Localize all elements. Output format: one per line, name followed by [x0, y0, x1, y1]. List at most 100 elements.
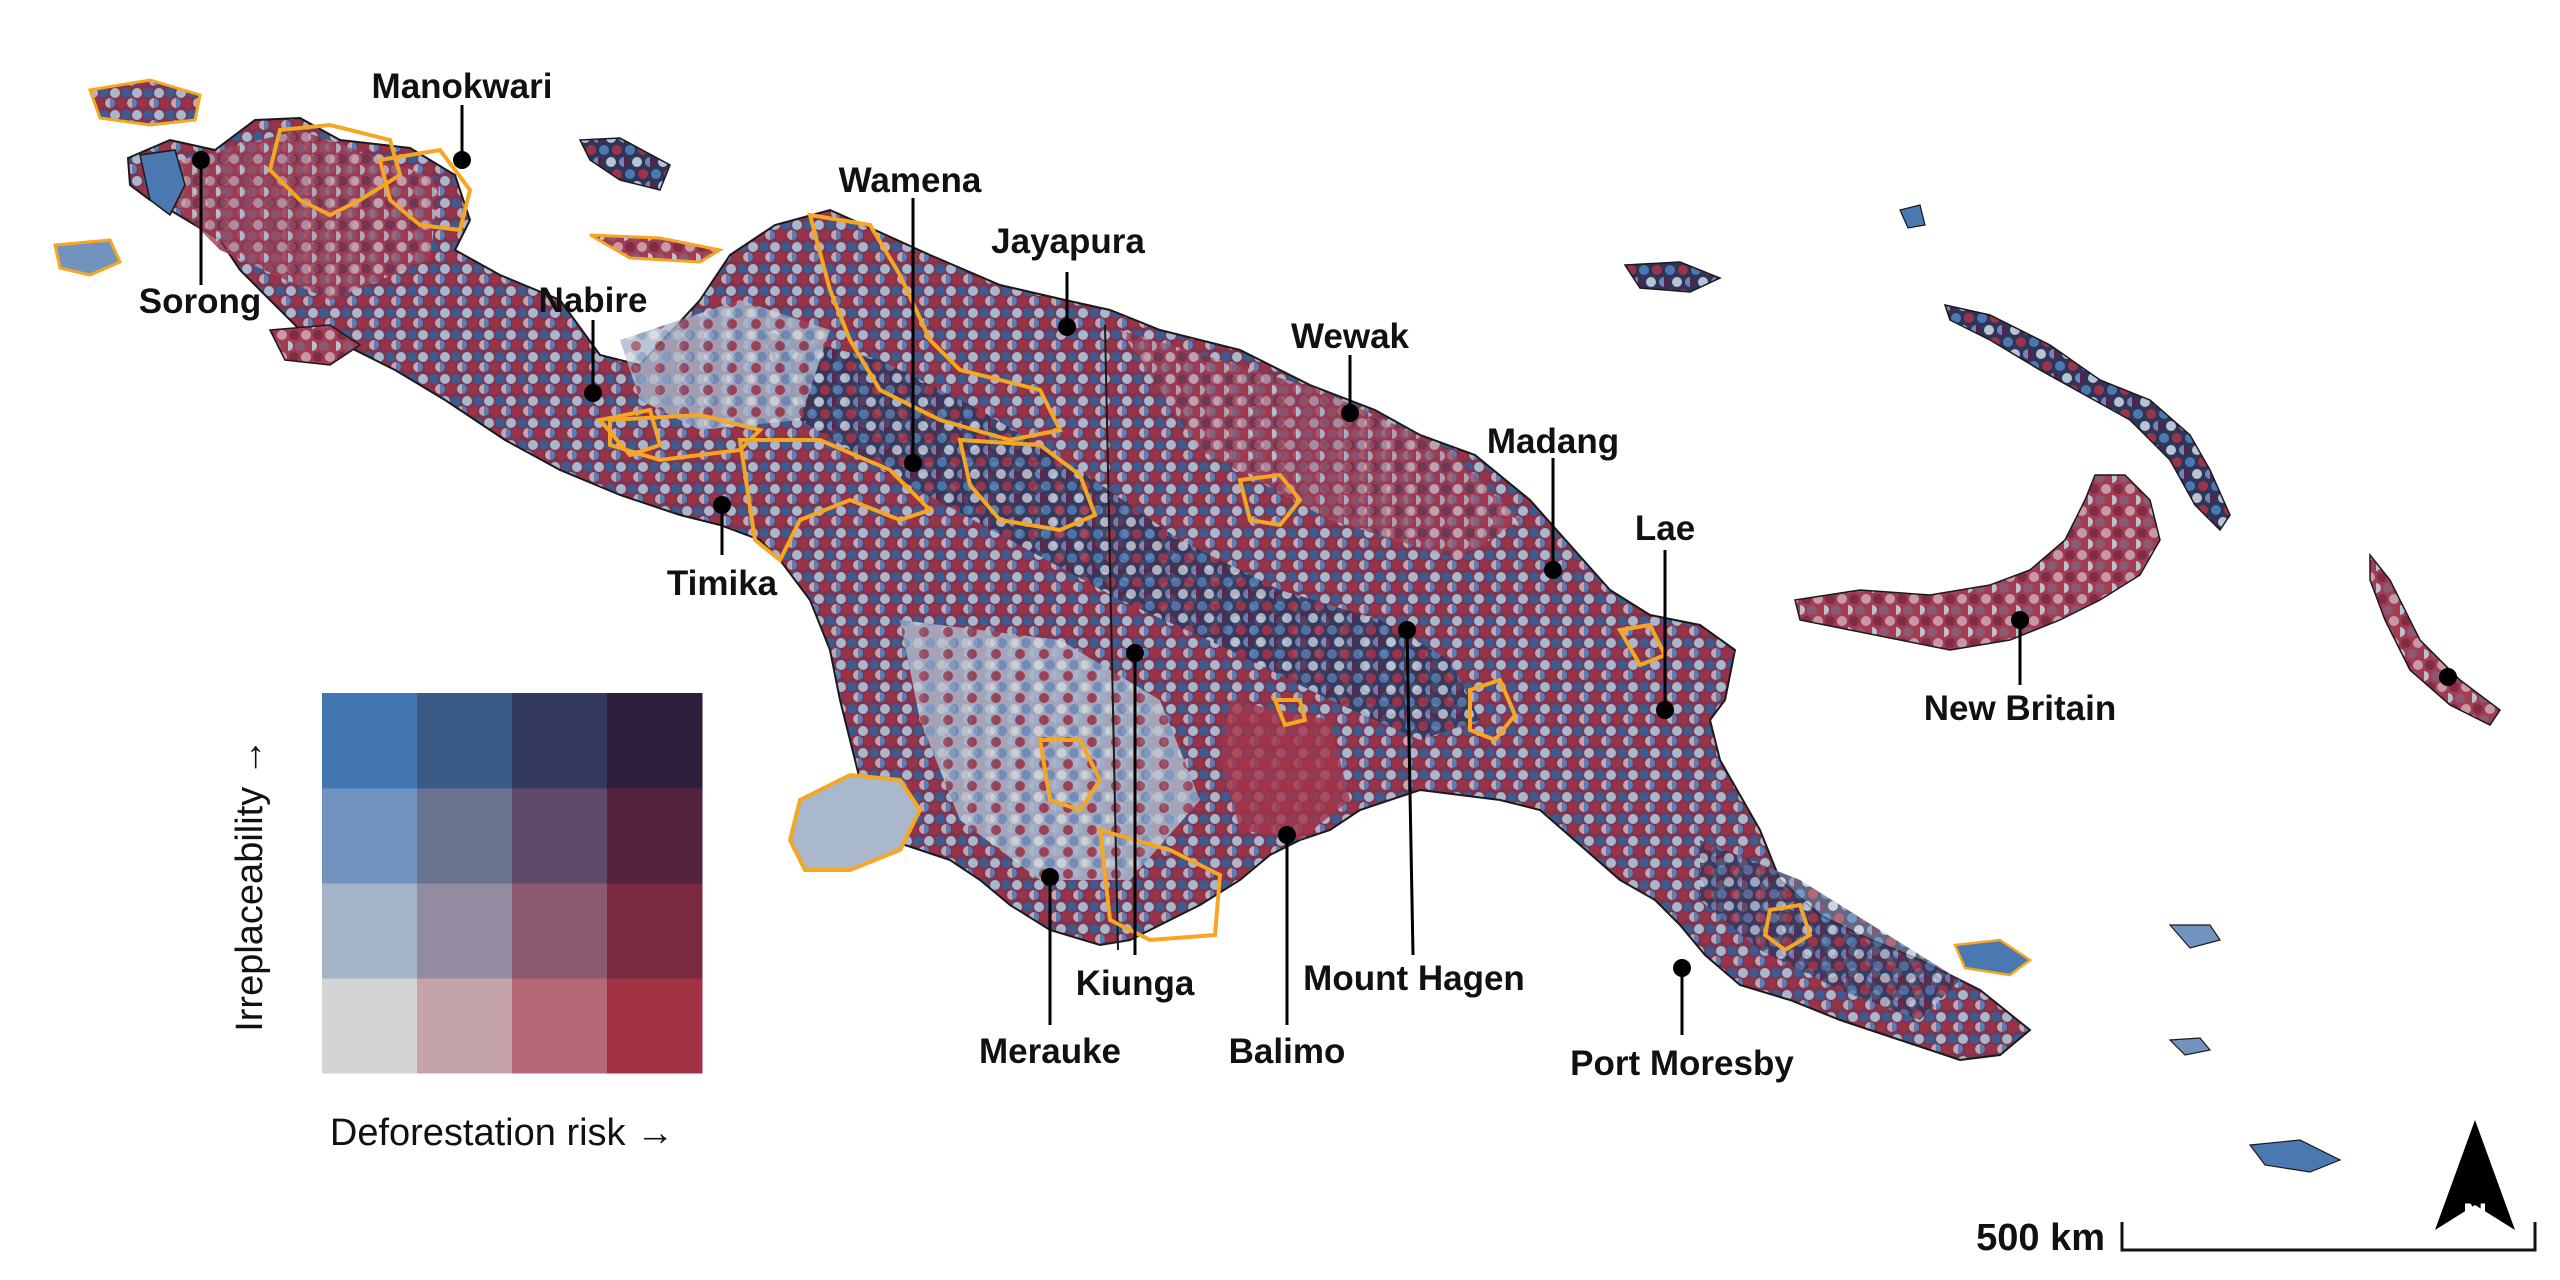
lae-label: Lae — [1635, 509, 1695, 548]
legend-cell — [417, 883, 513, 979]
north-arrow: N — [2435, 1120, 2515, 1235]
merauke-marker — [1041, 868, 1059, 886]
timika-label: Timika — [667, 564, 778, 603]
wewak-marker — [1341, 404, 1359, 422]
wewak-label: Wewak — [1291, 317, 1410, 356]
protected-area-kikori — [1272, 698, 1308, 728]
lae-marker — [1656, 701, 1674, 719]
protected-area-south — [1037, 738, 1103, 813]
jayapura-label: Jayapura — [991, 222, 1145, 261]
scale-bar-line — [2120, 1222, 2537, 1252]
city-mount-hagen: Mount Hagen — [1303, 621, 1525, 998]
legend-cell — [512, 978, 608, 1074]
city-lae: Lae — [1635, 509, 1695, 719]
south-central-red-zone — [1220, 700, 1350, 840]
north-arrow-label: N — [2463, 1197, 2488, 1235]
louisiade-island — [2248, 1139, 2342, 1173]
legend-cell — [512, 883, 608, 979]
bougainville-marker — [2439, 668, 2457, 686]
legend-x-axis-label: Deforestation risk → — [330, 1112, 674, 1154]
mount-hagen-marker — [1398, 621, 1416, 639]
protected-area-central-west — [737, 438, 934, 564]
protected-area-timika — [596, 407, 663, 458]
d-entrecasteaux-island-1 — [1953, 938, 2033, 977]
wamena-label: Wamena — [839, 161, 982, 200]
legend-cell — [322, 883, 418, 979]
misool-island — [268, 324, 362, 366]
northwest-red-zone — [140, 130, 440, 300]
legend-y-axis-label: Irreplaceability → — [229, 738, 271, 1032]
south-lowland-light-zone — [900, 620, 1200, 880]
protected-area-lorentz — [807, 212, 1063, 443]
legend-cell — [417, 693, 513, 789]
city-timika: Timika — [667, 496, 778, 603]
eastern-islands — [1623, 204, 2502, 1173]
wamena-marker — [904, 454, 922, 472]
new-ireland-island — [1943, 303, 2231, 532]
city-jayapura: Jayapura — [991, 222, 1145, 336]
jayapura-marker — [1058, 318, 1076, 336]
southwest-island — [787, 772, 923, 872]
legend-cell — [322, 978, 418, 1074]
balimo-marker — [1278, 826, 1296, 844]
protected-area-highlands — [1237, 472, 1303, 528]
legend-cell — [607, 693, 703, 789]
kiunga-marker — [1126, 644, 1144, 662]
protected-area-wasur — [1097, 827, 1223, 943]
southeast-peninsula-zone — [1700, 840, 1960, 1020]
new-britain-island — [1794, 474, 2161, 651]
bivariate-legend — [322, 693, 703, 1074]
new-britain-label: New Britain — [1924, 689, 2117, 728]
central-light-zone — [620, 300, 830, 430]
scale-bar: 500 km — [1976, 1217, 2537, 1259]
madang-marker — [1544, 561, 1562, 579]
sorong-label: Sorong — [139, 282, 261, 321]
raja-ampat-island-3 — [53, 238, 122, 277]
balimo-label: Balimo — [1229, 1032, 1346, 1071]
d-entrecasteaux-island-2 — [2168, 924, 2221, 949]
north-arrow-icon — [2435, 1120, 2515, 1230]
legend-cell — [417, 978, 513, 1074]
protected-area-east — [1762, 902, 1813, 953]
port-moresby-label: Port Moresby — [1570, 1044, 1794, 1083]
madang-label: Madang — [1487, 422, 1619, 461]
highlands-dark-band — [760, 330, 1480, 740]
biak-island — [578, 137, 671, 191]
city-sorong: Sorong — [139, 151, 261, 321]
city-wamena: Wamena — [839, 161, 982, 472]
protected-area-birdshead — [377, 147, 473, 233]
nabire-label: Nabire — [539, 281, 648, 320]
legend-cell — [512, 788, 608, 884]
protected-area-northwest — [267, 122, 403, 218]
manokwari-label: Manokwari — [372, 67, 553, 106]
merauke-label: Merauke — [979, 1032, 1121, 1071]
sorong-marker — [192, 151, 210, 169]
trobriand-island — [2168, 1037, 2212, 1056]
mount-hagen-leader-line — [1405, 629, 1415, 956]
manus-island — [1623, 261, 1722, 293]
scale-bar-label: 500 km — [1976, 1217, 2105, 1259]
new-britain-marker — [2011, 611, 2029, 629]
kiunga-label: Kiunga — [1076, 964, 1195, 1003]
yapen-island — [589, 233, 725, 264]
small-island-north — [1899, 204, 1926, 229]
city-port-moresby: Port Moresby — [1570, 959, 1794, 1083]
city-kiunga: Kiunga — [1076, 644, 1195, 1003]
north-coast-red-zone — [1120, 330, 1520, 560]
city-new-britain: New Britain — [1924, 611, 2117, 728]
border-line — [1104, 324, 1119, 951]
city-madang: Madang — [1487, 422, 1619, 579]
mount-hagen-label: Mount Hagen — [1303, 959, 1525, 998]
legend-cell — [607, 883, 703, 979]
city-merauke: Merauke — [979, 868, 1121, 1071]
legend-cell — [417, 788, 513, 884]
bougainville-island — [2369, 552, 2502, 726]
main-island — [126, 116, 2032, 1062]
protected-area-hagen — [1468, 677, 1518, 743]
legend-cell — [322, 693, 418, 789]
port-moresby-marker — [1673, 959, 1691, 977]
raja-ampat-island-2 — [139, 149, 186, 217]
legend-cell — [607, 788, 703, 884]
city-balimo: Balimo — [1229, 826, 1346, 1071]
